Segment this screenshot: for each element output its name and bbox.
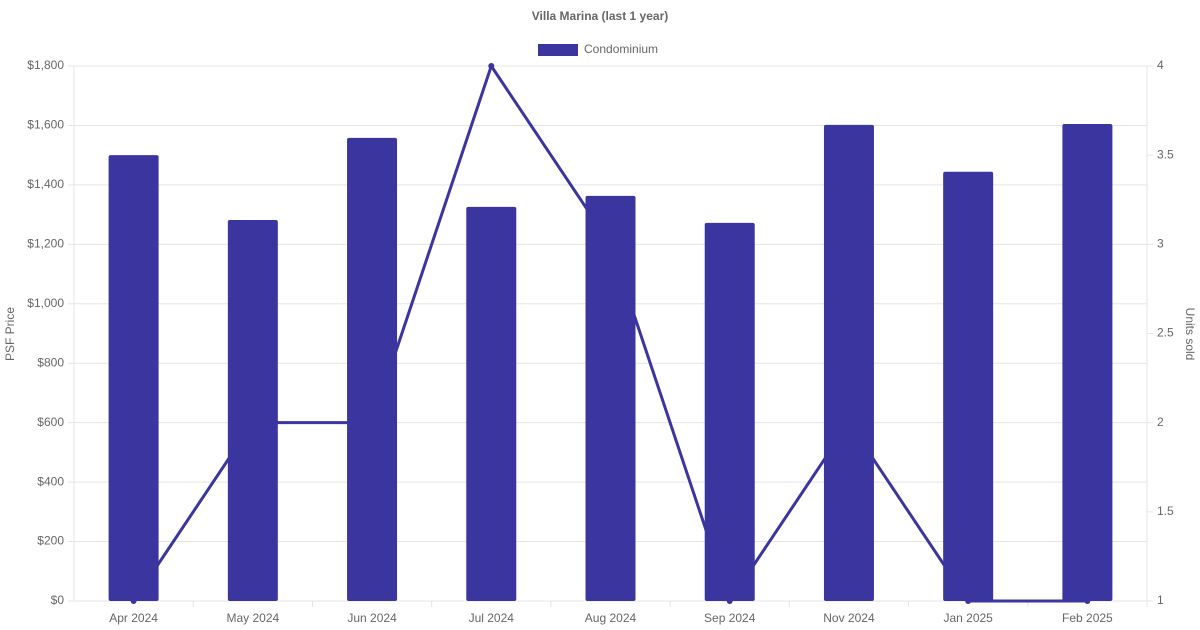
y-tick-label: $1,200 — [27, 237, 64, 251]
bar — [466, 206, 517, 601]
legend-swatch — [538, 44, 578, 56]
y-tick-label: $400 — [37, 474, 64, 488]
y-tick-label: $1,600 — [27, 118, 64, 132]
legend-label: Condominium — [584, 42, 658, 56]
x-tick-label: Jul 2024 — [469, 611, 515, 625]
y2-tick-label: 1 — [1157, 593, 1164, 607]
y-tick-label: $800 — [37, 355, 64, 369]
bar — [347, 137, 398, 601]
y-tick-label: $1,800 — [27, 58, 64, 72]
bar — [585, 195, 636, 601]
x-tick-label: Sep 2024 — [704, 611, 756, 625]
x-tick-label: Apr 2024 — [109, 611, 158, 625]
x-tick-label: May 2024 — [226, 611, 279, 625]
y-tick-label: $0 — [51, 593, 65, 607]
bar — [823, 124, 874, 601]
y-axis-title: PSF Price — [3, 307, 17, 361]
y-tick-label: $1,000 — [27, 296, 64, 310]
x-tick-label: Aug 2024 — [585, 611, 637, 625]
x-tick-label: Jan 2025 — [943, 611, 993, 625]
y-tick-label: $200 — [37, 534, 64, 548]
y2-tick-label: 4 — [1157, 58, 1164, 72]
bar — [943, 171, 994, 602]
bar — [108, 155, 159, 601]
bar — [227, 219, 278, 601]
bar — [704, 222, 755, 601]
y2-tick-label: 2 — [1157, 415, 1164, 429]
y2-tick-label: 3 — [1157, 237, 1164, 251]
x-tick-label: Nov 2024 — [823, 611, 875, 625]
line-point — [488, 63, 495, 69]
y2-tick-label: 3.5 — [1157, 147, 1174, 161]
y-tick-label: $600 — [37, 415, 64, 429]
y2-axis-title: Units sold — [1183, 308, 1197, 361]
y2-tick-label: 2.5 — [1157, 326, 1174, 340]
bar — [1062, 123, 1113, 601]
y-tick-label: $1,400 — [27, 177, 64, 191]
x-tick-label: Jun 2024 — [347, 611, 397, 625]
chart-title: Villa Marina (last 1 year) — [532, 9, 669, 23]
x-tick-label: Feb 2025 — [1062, 611, 1113, 625]
y2-tick-label: 1.5 — [1157, 504, 1174, 518]
